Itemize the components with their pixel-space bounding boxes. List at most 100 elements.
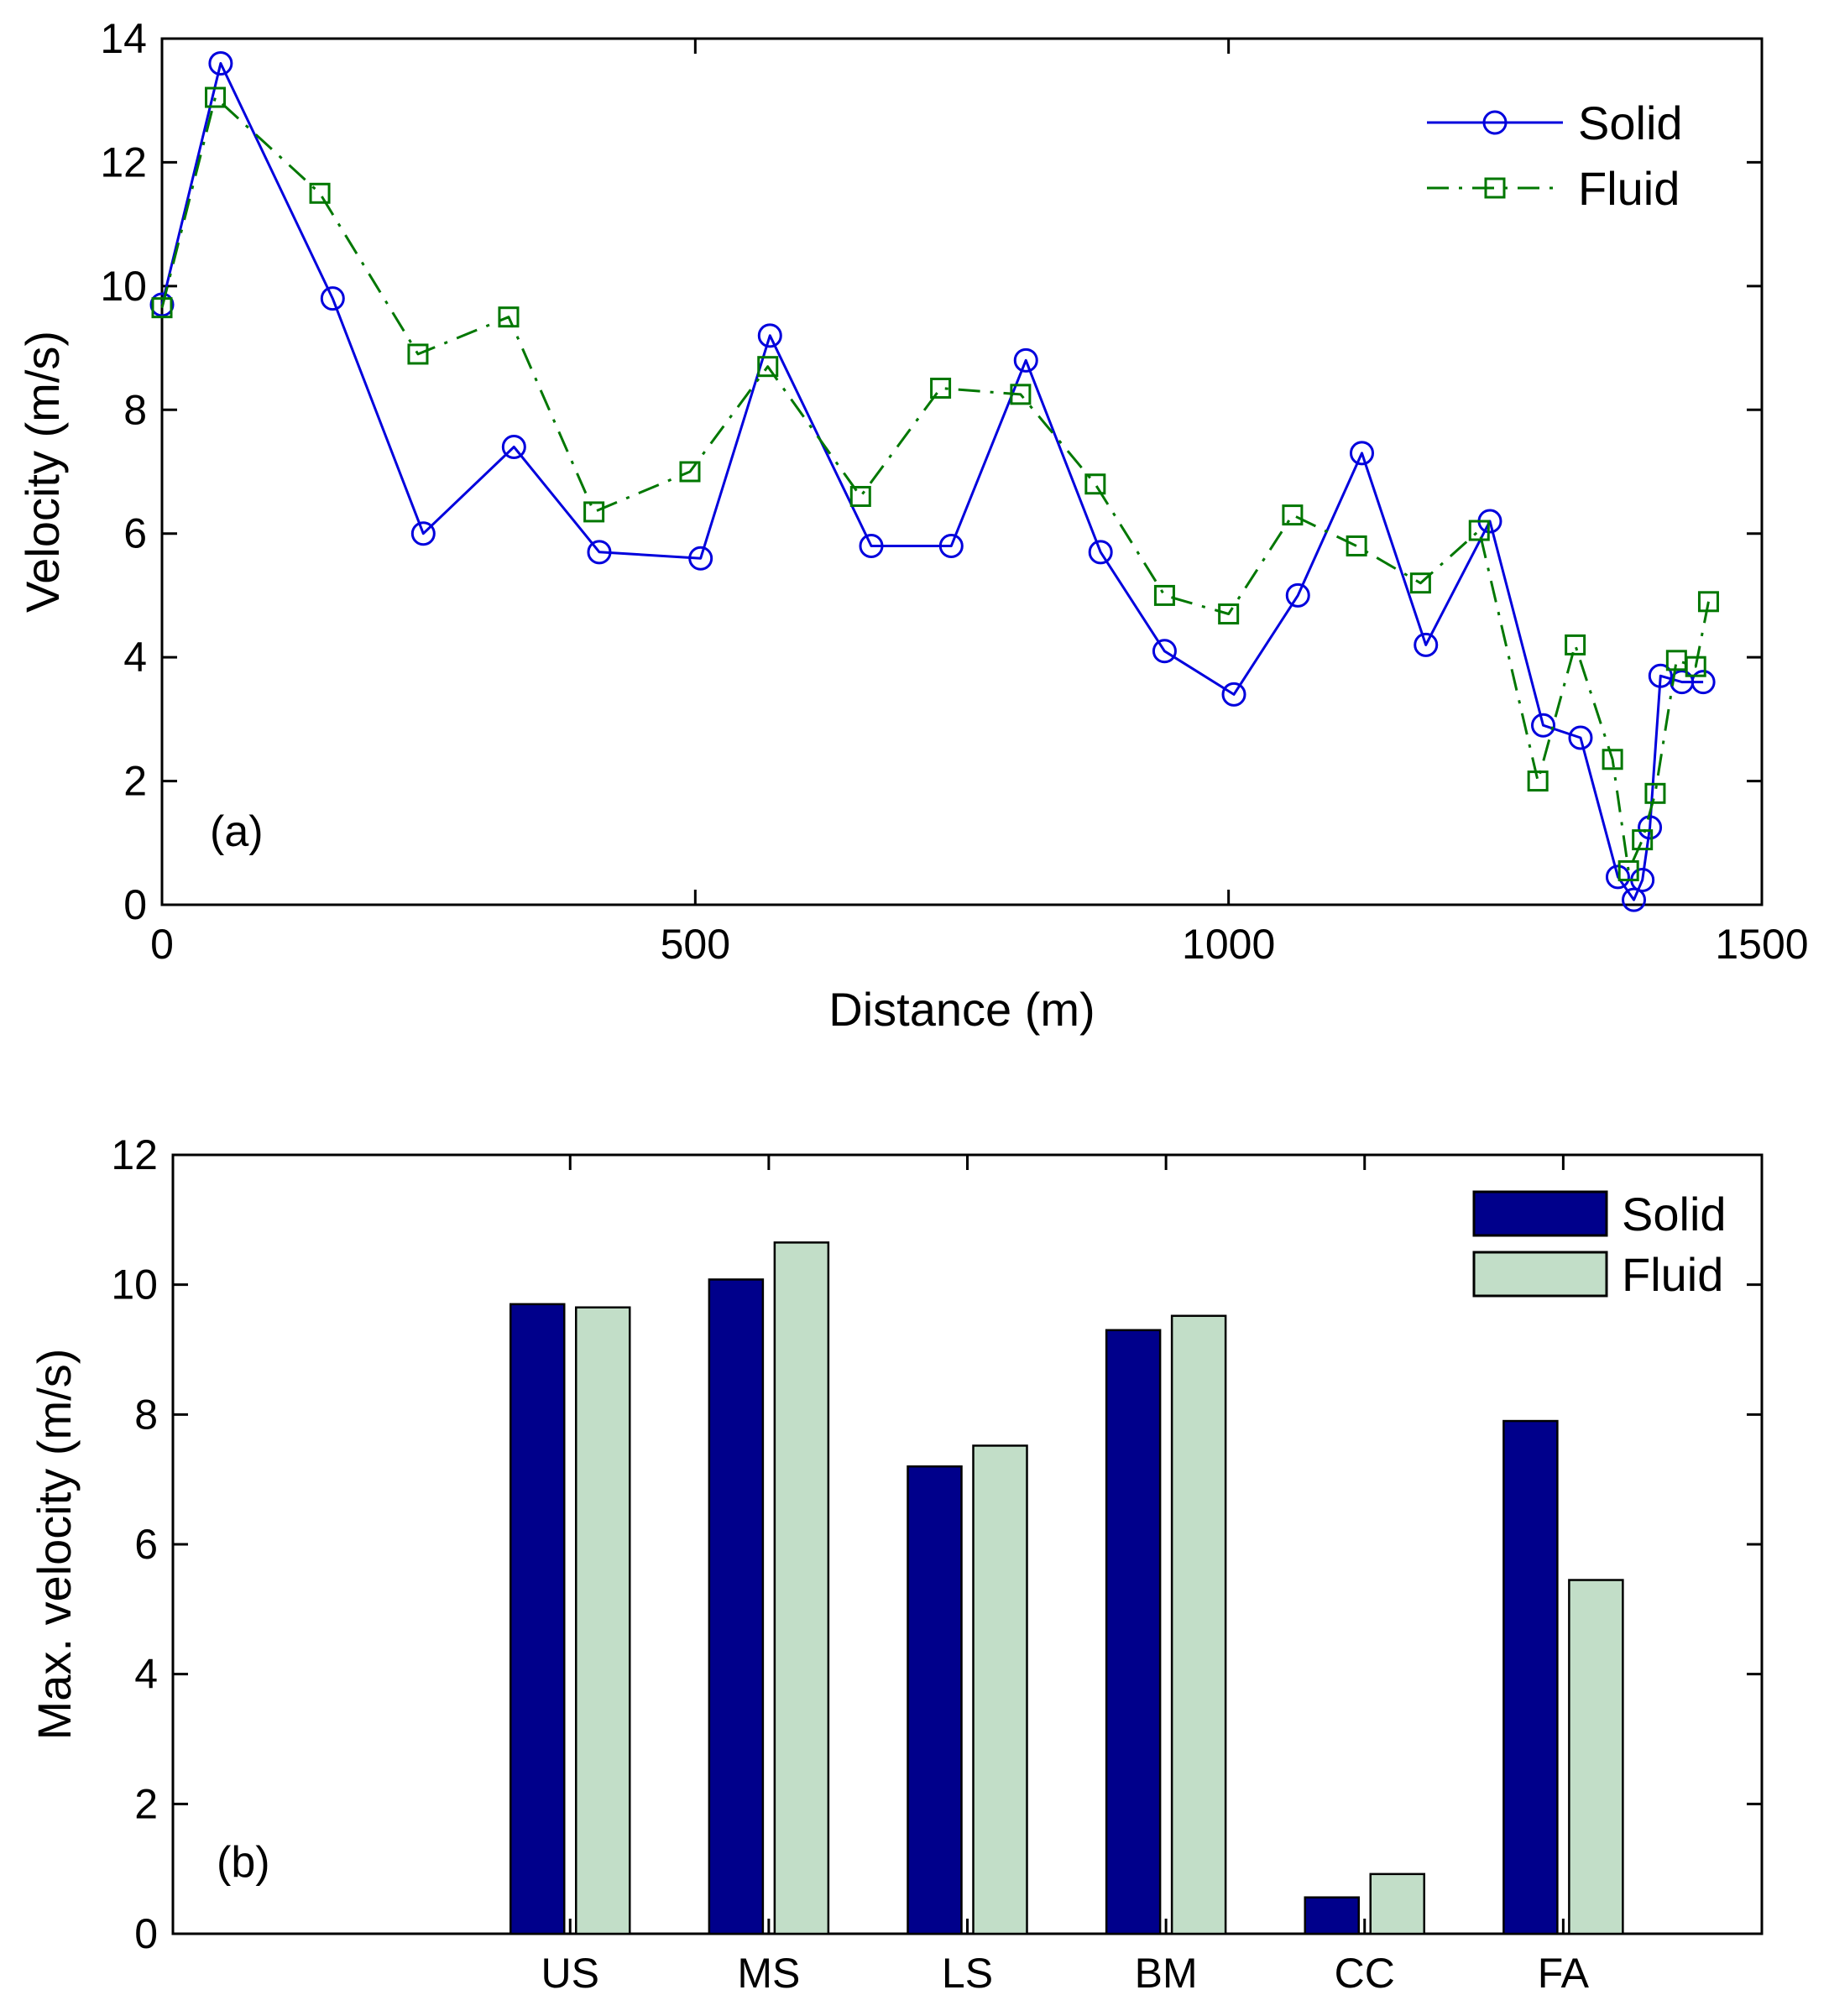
y-tick-label: 10	[100, 263, 147, 310]
legend-swatch-solid	[1472, 1190, 1608, 1237]
bar-solid	[907, 1465, 963, 1935]
data-point-fluid	[849, 485, 871, 507]
bar-solid	[1502, 1419, 1559, 1935]
data-point-solid	[688, 546, 713, 571]
data-point-fluid	[1084, 473, 1106, 495]
data-point-fluid	[309, 182, 331, 204]
data-point-solid	[1285, 582, 1310, 608]
data-point-fluid	[1468, 520, 1490, 541]
data-point-fluid	[1010, 384, 1032, 405]
series-line-solid	[160, 62, 1704, 901]
data-point-solid	[501, 435, 526, 460]
x-tick-label: US	[541, 1950, 599, 1997]
y-tick-label: 12	[111, 1131, 158, 1178]
data-point-fluid	[1632, 829, 1654, 851]
data-point-fluid	[151, 297, 173, 319]
x-tick-label: MS	[737, 1950, 800, 1997]
bar-fluid	[1568, 1579, 1624, 1935]
data-point-solid	[1013, 347, 1038, 373]
y-tick-label: 6	[123, 510, 147, 557]
data-point-solid	[938, 533, 964, 558]
data-point-solid	[1414, 632, 1439, 657]
plot-area-frame	[160, 37, 1764, 906]
y-tick-label: 4	[134, 1651, 158, 1698]
legend: Solid Fluid	[1427, 97, 1683, 215]
x-tick-label: BM	[1135, 1950, 1198, 1997]
data-point-solid	[1605, 864, 1630, 890]
legend-label-solid: Solid	[1622, 1188, 1727, 1240]
x-tick-label: LS	[942, 1950, 993, 1997]
y-tick-label: 0	[134, 1910, 158, 1957]
bar-solid	[510, 1303, 566, 1935]
data-point-solid	[1691, 670, 1716, 695]
bar-chart-panel: 0 2 4 6 8 10 12 US MS LS BM CC FA (b) Max. velocity …	[28, 1131, 1764, 1997]
x-tick-label: FA	[1538, 1950, 1590, 1997]
y-axis-label: Max. velocity (m/s)	[28, 1349, 81, 1741]
data-point-fluid	[679, 461, 701, 483]
y-tick-label: 8	[123, 386, 147, 433]
legend-marker-solid	[1482, 110, 1508, 135]
legend-label-solid: Solid	[1578, 97, 1683, 149]
bar-solid	[1105, 1329, 1162, 1935]
data-point-fluid	[1697, 591, 1719, 613]
bar-fluid	[972, 1444, 1028, 1935]
tick-labels: 0 500 1000 1500 0 2 4 6 8 10 12 14	[100, 15, 1808, 968]
legend-label-fluid: Fluid	[1622, 1248, 1723, 1301]
y-tick-label: 2	[123, 758, 147, 805]
bar-fluid	[773, 1241, 830, 1935]
data-point-fluid	[1218, 603, 1240, 625]
bar-solid	[1304, 1896, 1360, 1935]
bar-fluid	[1369, 1872, 1425, 1935]
y-tick-label: 4	[123, 634, 147, 681]
data-point-solid	[1622, 887, 1647, 912]
y-tick-label: 8	[134, 1391, 158, 1438]
data-point-solid	[587, 540, 612, 565]
legend-swatch-fluid	[1472, 1251, 1608, 1298]
tick-marks	[160, 37, 1764, 906]
data-point-fluid	[498, 306, 520, 328]
y-axis-label: Velocity (m/s)	[16, 331, 69, 613]
y-tick-label: 6	[134, 1521, 158, 1568]
data-point-fluid	[1409, 572, 1431, 594]
data-point-solid	[1221, 682, 1246, 707]
legend-marker-fluid	[1484, 177, 1506, 199]
bars-group	[510, 1241, 1624, 1935]
line-chart-panel: 0 500 1000 1500 0 2 4 6 8 10 12 14 (a) Distance (m)…	[16, 15, 1809, 1036]
data-point-fluid	[205, 86, 227, 108]
x-axis-label: Distance (m)	[828, 983, 1095, 1036]
y-tick-label: 0	[123, 881, 147, 928]
panel-label: (b)	[217, 1838, 270, 1887]
y-tick-label: 14	[100, 15, 147, 62]
data-point-fluid	[583, 501, 605, 523]
bar-solid	[708, 1278, 765, 1935]
x-tick-label: 500	[661, 921, 730, 968]
data-point-solid	[1152, 639, 1177, 664]
legend: Solid Fluid	[1472, 1188, 1727, 1301]
bar-fluid	[575, 1306, 631, 1935]
data-point-solid	[149, 292, 175, 317]
data-point-fluid	[1565, 634, 1586, 655]
y-tick-label: 10	[111, 1261, 158, 1308]
data-point-fluid	[407, 343, 429, 365]
data-point-fluid	[1282, 504, 1304, 526]
tick-marks	[173, 1153, 1762, 1935]
data-point-solid	[1531, 713, 1556, 738]
data-point-fluid	[930, 377, 952, 399]
data-point-fluid	[1685, 655, 1706, 677]
x-tick-label: 1500	[1715, 921, 1808, 968]
series-group	[149, 50, 1719, 912]
y-tick-label: 12	[100, 138, 147, 185]
data-point-fluid	[1153, 584, 1175, 606]
data-point-solid	[1088, 540, 1113, 565]
data-point-solid	[859, 533, 884, 558]
y-tick-label: 2	[134, 1780, 158, 1827]
series-line-fluid	[160, 96, 1710, 872]
data-point-solid	[320, 286, 345, 311]
data-point-fluid	[1602, 749, 1623, 770]
data-point-fluid	[757, 356, 779, 378]
x-tick-label: 1000	[1182, 921, 1275, 968]
data-point-solid	[1350, 441, 1374, 466]
data-point-solid	[410, 521, 436, 546]
data-point-fluid	[1617, 859, 1639, 881]
